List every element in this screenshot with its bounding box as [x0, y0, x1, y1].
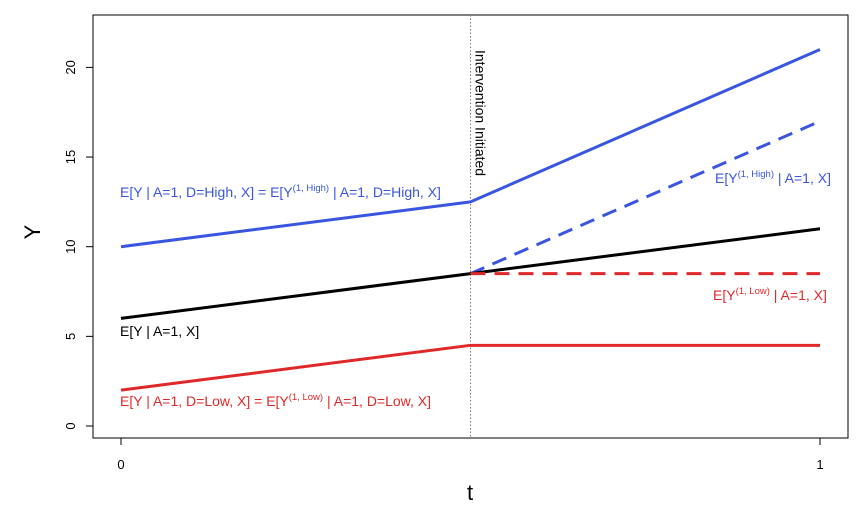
series-line-1: [469, 119, 821, 275]
annotation-blue-solid: E[Y | A=1, D=High, X] = E[Y(1, High) | A…: [120, 183, 441, 200]
y-tick-label: 5: [63, 333, 78, 340]
y-axis-title: Y: [20, 224, 45, 239]
annotation-red-solid: E[Y | A=1, D=Low, X] = E[Y(1, Low) | A=1…: [120, 392, 431, 409]
series-line-4: [120, 343, 820, 392]
annotation-blue-solid-sup: (1, High): [293, 183, 329, 194]
annotation-blue-solid-post: | A=1, D=High, X]: [329, 184, 441, 200]
annotation-red-solid-pre: E[Y | A=1, D=Low, X] = E[Y: [120, 393, 289, 409]
intervention-label: Intervention Initiated: [473, 50, 489, 176]
annotation-red-dashed: E[Y(1, Low) | A=1, X]: [713, 286, 827, 303]
y-axis: 0 5 10 15 20: [63, 60, 93, 430]
annotation-blue-dashed-pre: E[Y: [715, 170, 738, 186]
y-tick-label: 10: [63, 239, 78, 253]
annotation-red-dashed-sup: (1, Low): [736, 286, 770, 297]
annotation-red-solid-post: | A=1, D=Low, X]: [323, 393, 431, 409]
annotation-blue-dashed-post: | A=1, X]: [774, 170, 831, 186]
series-line-0: [120, 48, 821, 249]
annotation-black: E[Y | A=1, X]: [120, 323, 199, 339]
x-tick-label: 0: [117, 457, 124, 472]
annotation-red-dashed-pre: E[Y: [713, 287, 736, 303]
series-layer: [120, 48, 821, 392]
y-tick-label: 20: [63, 60, 78, 74]
annotation-blue-solid-pre: E[Y | A=1, D=High, X] = E[Y: [120, 184, 293, 200]
annotation-blue-dashed-sup: (1, High): [738, 169, 774, 180]
annotation-red-solid-sup: (1, Low): [289, 392, 323, 403]
y-tick-label: 0: [63, 422, 78, 429]
y-tick-label: 15: [63, 150, 78, 164]
annotation-red-dashed-post: | A=1, X]: [770, 287, 827, 303]
x-axis-title: t: [467, 480, 473, 505]
annotation-blue-dashed: E[Y(1, High) | A=1, X]: [715, 169, 831, 186]
x-tick-label: 1: [816, 457, 823, 472]
